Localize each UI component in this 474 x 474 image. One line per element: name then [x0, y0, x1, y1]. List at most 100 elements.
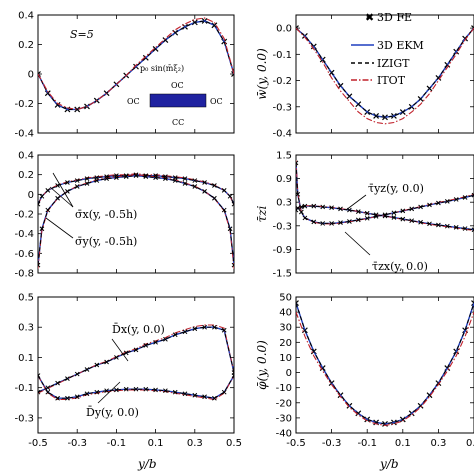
inset-load-label: p₀ sin(m̄ξ₂)	[140, 64, 184, 73]
fe-point-σy	[84, 181, 90, 186]
fe-point-σy	[74, 184, 80, 189]
inset-right-label: OC	[210, 97, 223, 106]
panel-bottom-right: -0.5 -0.3 -0.1 0.1 0.3 0.5 50 40 30 20 10 0 -10 -20 -3…	[255, 293, 474, 449]
fe-point-Dx	[55, 380, 60, 386]
fe-point-τzx	[298, 204, 304, 210]
y-tick-label: 20	[279, 338, 292, 349]
y-tick-label: 0	[28, 190, 34, 201]
fe-point-τyz	[296, 191, 301, 197]
sigma-y-label: σ̄y(y, -0.5h)	[75, 235, 137, 248]
fe-point-σx	[74, 178, 80, 183]
y-tick-label: -0.4	[14, 229, 34, 240]
series-group	[38, 17, 234, 113]
x-axis-label-right: y/b	[379, 457, 399, 471]
fe-point-Dy	[172, 389, 178, 395]
panel-frame	[37, 14, 235, 134]
fe-point-Dy	[202, 394, 207, 400]
y-tick-label: 0	[28, 70, 34, 81]
fe-point-τyz	[400, 208, 406, 214]
fe-point-Dx	[65, 376, 70, 381]
series-line-σx	[38, 173, 234, 205]
y-tick-label: 1.5	[276, 151, 292, 162]
y-axis-label: w̄(y, 0.0)	[255, 48, 269, 100]
fe-point-Dy	[84, 391, 90, 397]
y-tick-label: -0.2	[272, 76, 292, 87]
inset-top-label: OC	[171, 81, 184, 90]
sigma-annotations: σ̄x(y, -0.5h) σ̄y(y, -0.5h)	[45, 172, 137, 248]
fe-point	[296, 300, 299, 306]
x-tick-label: -0.1	[357, 438, 377, 449]
fe-point-τyz	[436, 200, 441, 206]
fe-point	[231, 71, 234, 77]
series-line-ITOT	[296, 27, 474, 125]
fe-point-τyz	[320, 221, 326, 226]
fe-point-Dy	[212, 395, 217, 401]
fe-point-Dy	[143, 386, 149, 392]
fe-point-Dx	[104, 359, 109, 365]
legend-entry-izigt: IZIGT	[351, 57, 410, 70]
panels: 0.4 0.2 0 -0.2 -0.4 0.0 -0.1 -0.2 -0.3 -0.4 w̄(y, …	[14, 11, 474, 449]
fe-point	[471, 300, 474, 306]
fe-point-Dy	[192, 392, 198, 398]
tau-zx-leader	[344, 231, 371, 256]
series-line-Dx	[38, 326, 234, 393]
fe-point-σy	[163, 176, 168, 181]
series-line-ITOT	[296, 311, 474, 426]
fe-point-τzx	[382, 213, 388, 219]
x-tick-label: 0.1	[148, 438, 164, 449]
panel-frame	[37, 296, 235, 434]
legend-fe-marker: ✖	[365, 11, 374, 24]
panel-top-left: 0.4 0.2 0 -0.2 -0.4	[14, 11, 235, 140]
fe-point-σy	[172, 178, 178, 183]
series-line-Dx	[38, 326, 234, 393]
d-x-leader	[111, 338, 129, 362]
panel-top-right: 0.0 -0.1 -0.2 -0.3 -0.4 w̄(y, 0.0)	[255, 14, 474, 140]
series-line-IZIGT	[296, 302, 474, 425]
fe-point-Dx	[212, 324, 217, 330]
y-tick-label: 0.1	[18, 353, 34, 364]
fe-point-σy	[227, 226, 233, 232]
fe-point-τyz	[391, 210, 397, 216]
fe-point-Dx	[153, 339, 158, 345]
sigma-x-label: σ̄x(y, -0.5h)	[75, 208, 137, 221]
fe-point-τzx	[418, 219, 423, 225]
fe-point-σy	[39, 226, 45, 232]
fe-point-τzx	[302, 203, 308, 209]
fe-point-σy	[94, 178, 100, 183]
fe-point-σx	[39, 193, 45, 199]
y-tick-label: 30	[279, 323, 292, 334]
fe-point-τyz	[298, 209, 304, 215]
fe-point-τyz	[453, 197, 459, 202]
fe-point-Dy	[55, 395, 60, 401]
series-group	[296, 25, 474, 125]
inset-plate	[149, 93, 207, 108]
y-tick-label: 0.2	[18, 170, 34, 181]
d-y-leader	[97, 381, 121, 404]
fe-point-σy	[45, 207, 51, 213]
y-tick-label: -0.2	[14, 99, 34, 110]
y-tick-label: 10	[279, 353, 292, 364]
fe-point-σy	[143, 174, 149, 179]
y-tick-label: 0.4	[18, 151, 34, 162]
fe-point-τzx	[462, 226, 468, 231]
d-y-label: D̄y(y, 0.0)	[86, 406, 139, 419]
fe-point-τyz	[427, 202, 432, 208]
y-tick-label: 0.9	[276, 174, 292, 185]
y-tick-label: 0.4	[18, 11, 34, 22]
fe-point-σx	[55, 183, 60, 188]
fe-point-τyz	[329, 221, 334, 226]
panel-frame	[295, 296, 474, 434]
series-group	[296, 300, 474, 427]
y-tick-label: -1.5	[272, 269, 292, 280]
legend-ekm-label: 3D EKM	[377, 39, 424, 52]
legend-itot-label: ITOT	[377, 74, 406, 87]
series-line-IZIGT	[38, 20, 234, 110]
fe-point-τzx	[373, 212, 379, 218]
sigma-y-leader	[45, 217, 74, 239]
fe-point-τyz	[418, 204, 423, 210]
fe-point-τyz	[444, 199, 450, 204]
fe-point-Dy	[45, 389, 51, 395]
fe-point-Dx	[143, 343, 149, 348]
fe-point-τzx	[409, 218, 415, 224]
x-tick-label: -0.5	[286, 438, 306, 449]
